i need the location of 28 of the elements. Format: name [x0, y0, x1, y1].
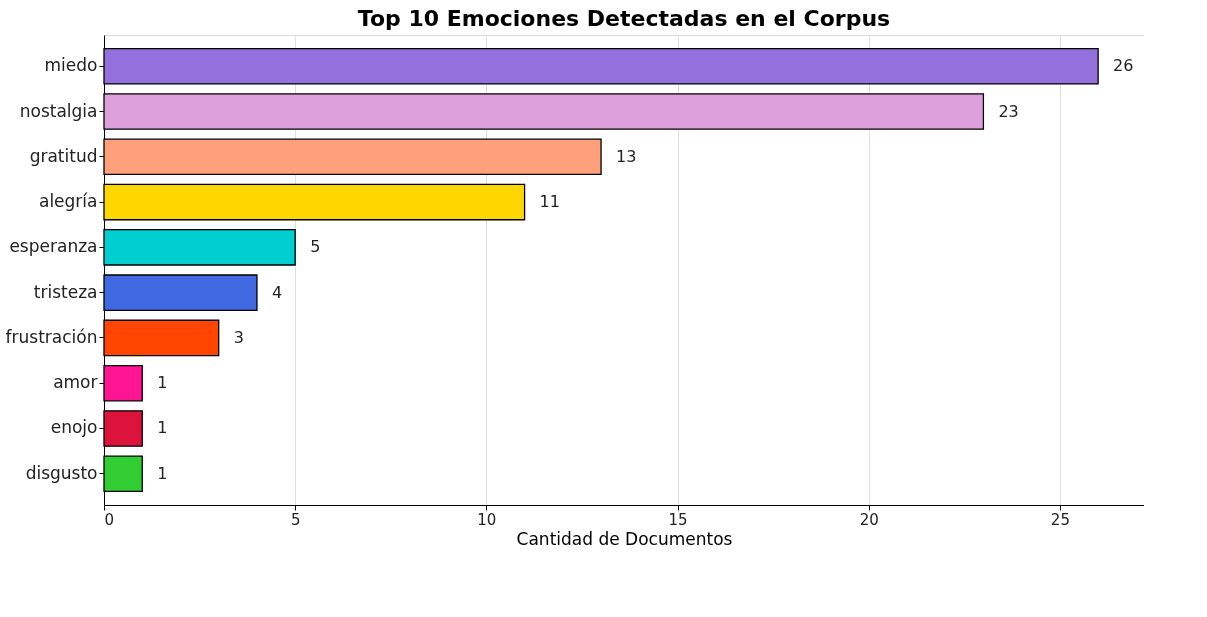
- x-tick-label: 5: [290, 510, 301, 529]
- chart-title: Top 10 Emociones Detectadas en el Corpus: [357, 6, 891, 31]
- y-tick-label: frustración: [5, 326, 98, 347]
- y-tick-label: esperanza: [9, 236, 98, 257]
- data-label: 4: [271, 282, 283, 302]
- x-tick-label: 20: [859, 510, 879, 529]
- y-tick-label: enojo: [50, 417, 98, 438]
- y-tick-label: alegría: [38, 191, 98, 212]
- x-tick-label: 0: [104, 510, 115, 529]
- y-tick-label: disgusto: [25, 462, 98, 483]
- y-tick-label: amor: [53, 372, 98, 393]
- y-tick-label: nostalgia: [19, 100, 98, 121]
- y-tick-label: gratitud: [29, 145, 98, 166]
- data-label: 13: [616, 146, 637, 166]
- data-label: 3: [233, 327, 244, 347]
- data-label: 26: [1113, 56, 1134, 76]
- data-label: 1: [157, 373, 168, 393]
- x-tick-label: 15: [668, 510, 688, 529]
- data-label: 5: [310, 237, 321, 257]
- data-label: 11: [539, 192, 560, 212]
- data-label: 1: [157, 418, 168, 438]
- x-tick-label: 10: [477, 510, 497, 529]
- x-tick-label: 25: [1050, 510, 1070, 529]
- y-tick-label: miedo: [44, 55, 98, 76]
- data-label: 23: [998, 101, 1019, 121]
- data-label: 1: [157, 463, 168, 483]
- x-axis-title: Cantidad de Documentos: [516, 528, 733, 549]
- y-tick-label: tristeza: [33, 281, 98, 302]
